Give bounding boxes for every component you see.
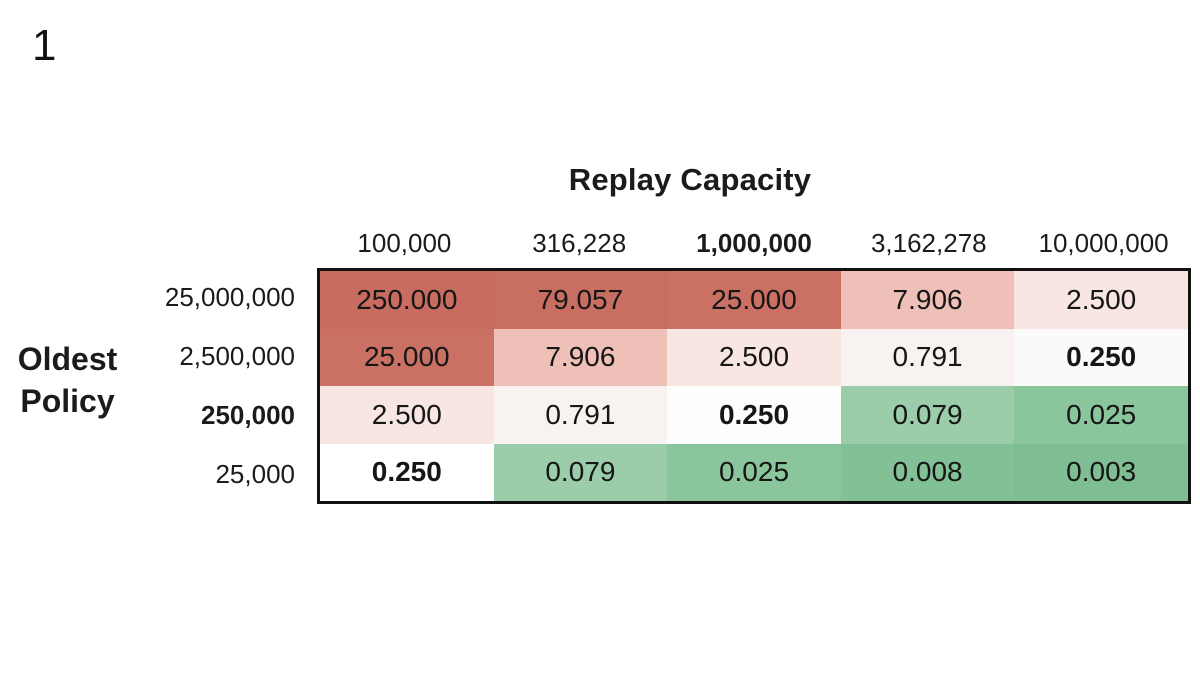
heatmap-cell: 2.500 xyxy=(667,328,841,386)
row-labels: 25,000,000 2,500,000 250,000 25,000 xyxy=(0,268,305,504)
column-header: 1,000,000 xyxy=(696,227,812,258)
column-headers: 100,000 316,228 1,000,000 3,162,278 10,000,0… xyxy=(317,224,1191,262)
heatmap-cell: 25.000 xyxy=(667,271,841,329)
row-label: 25,000,000 xyxy=(164,282,295,312)
column-header: 10,000,000 xyxy=(1038,227,1169,258)
row-label: 2,500,000 xyxy=(179,341,295,371)
heatmap-cell: 0.025 xyxy=(667,443,841,501)
heatmap-cell: 250.000 xyxy=(320,271,494,329)
heatmap-cell: 0.791 xyxy=(493,386,668,444)
heatmap-cell: 7.906 xyxy=(840,271,1015,329)
heatmap-cell: 79.057 xyxy=(493,271,668,329)
heatmap-cell: 2.500 xyxy=(1014,271,1188,329)
heatmap-cell: 0.250 xyxy=(667,386,841,444)
heatmap-cell: 0.003 xyxy=(1014,443,1188,501)
heatmap: 250.000 79.057 25.000 7.906 2.500 25.000 7.906… xyxy=(317,268,1191,504)
heatmap-cell: 0.079 xyxy=(493,443,668,501)
row-label: 25,000 xyxy=(215,459,295,489)
heatmap-cell: 2.500 xyxy=(320,386,494,444)
heatmap-cell: 25.000 xyxy=(320,328,494,386)
column-header: 100,000 xyxy=(357,227,452,258)
chart-title: Replay Capacity xyxy=(568,162,812,197)
heatmap-cell: 0.250 xyxy=(320,443,494,501)
heatmap-cell: 7.906 xyxy=(493,328,668,386)
y-axis-label: Oldest Policy xyxy=(17,341,118,419)
heatmap-cell: 0.008 xyxy=(840,443,1015,501)
heatmap-grid: 250.000 79.057 25.000 7.906 2.500 25.000 7.906… xyxy=(320,271,1188,501)
heatmap-cell: 0.250 xyxy=(1014,328,1188,386)
heatmap-cell: 0.079 xyxy=(840,386,1015,444)
row-label: 250,000 xyxy=(201,400,295,430)
heatmap-cell: 0.025 xyxy=(1014,386,1188,444)
column-header: 3,162,278 xyxy=(870,227,987,258)
slide-number: 1 xyxy=(32,21,57,70)
heatmap-cell: 0.791 xyxy=(840,328,1015,386)
column-header: 316,228 xyxy=(532,227,627,258)
